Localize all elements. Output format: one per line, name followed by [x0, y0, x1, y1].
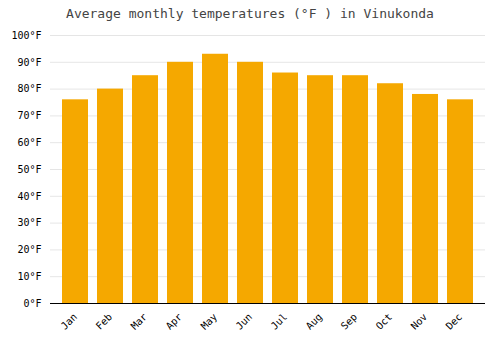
- svg-text:Jul: Jul: [269, 311, 290, 332]
- html-text:Average monthly temperatures (: Average monthly temperatures (°F ) in Vi…: [66, 6, 434, 21]
- svg-text:20°F: 20°F: [17, 244, 41, 255]
- svg-text:0°F: 0°F: [23, 298, 41, 309]
- svg-text:Feb: Feb: [94, 311, 115, 332]
- svg-text:Jan: Jan: [59, 311, 80, 332]
- svg-text:80°F: 80°F: [17, 83, 41, 94]
- svg-text:May: May: [199, 311, 220, 332]
- svg-text:Oct: Oct: [374, 311, 395, 332]
- svg-text:Jun: Jun: [234, 311, 255, 332]
- svg-text:10°F: 10°F: [17, 271, 41, 282]
- svg-text:Dec: Dec: [444, 311, 465, 332]
- svg-text:100°F: 100°F: [11, 30, 41, 41]
- svg-text:Mar: Mar: [129, 311, 150, 332]
- svg-text:60°F: 60°F: [17, 137, 41, 148]
- svg-text:Aug: Aug: [304, 311, 325, 332]
- svg-text:Sep: Sep: [339, 311, 360, 332]
- svg-text:70°F: 70°F: [17, 110, 41, 121]
- svg-text:90°F: 90°F: [17, 57, 41, 68]
- svg-text:40°F: 40°F: [17, 191, 41, 202]
- svg-text:30°F: 30°F: [17, 217, 41, 228]
- svg-text:Apr: Apr: [164, 311, 185, 332]
- svg-text:50°F: 50°F: [17, 164, 41, 175]
- svg-text:Nov: Nov: [409, 311, 430, 332]
